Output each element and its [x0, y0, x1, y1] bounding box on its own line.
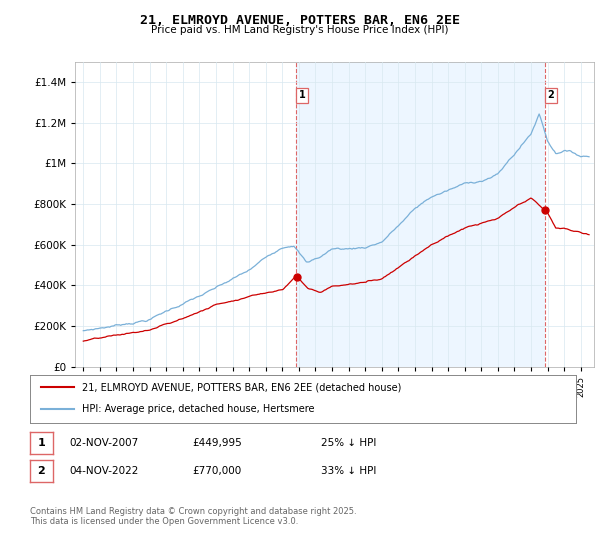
Text: 2: 2: [38, 466, 45, 476]
Text: 2: 2: [547, 91, 554, 100]
Text: Contains HM Land Registry data © Crown copyright and database right 2025.
This d: Contains HM Land Registry data © Crown c…: [30, 507, 356, 526]
Text: 1: 1: [299, 91, 305, 100]
Bar: [296, 62, 545, 367]
Text: 21, ELMROYD AVENUE, POTTERS BAR, EN6 2EE (detached house): 21, ELMROYD AVENUE, POTTERS BAR, EN6 2EE…: [82, 382, 401, 392]
Text: 1: 1: [38, 438, 45, 448]
Text: 25% ↓ HPI: 25% ↓ HPI: [321, 438, 376, 448]
Text: £449,995: £449,995: [192, 438, 242, 448]
Text: 21, ELMROYD AVENUE, POTTERS BAR, EN6 2EE: 21, ELMROYD AVENUE, POTTERS BAR, EN6 2EE: [140, 14, 460, 27]
Text: HPI: Average price, detached house, Hertsmere: HPI: Average price, detached house, Hert…: [82, 404, 314, 414]
Text: £770,000: £770,000: [192, 466, 241, 476]
Text: 04-NOV-2022: 04-NOV-2022: [69, 466, 139, 476]
Text: Price paid vs. HM Land Registry's House Price Index (HPI): Price paid vs. HM Land Registry's House …: [151, 25, 449, 35]
Text: 33% ↓ HPI: 33% ↓ HPI: [321, 466, 376, 476]
Text: 02-NOV-2007: 02-NOV-2007: [69, 438, 138, 448]
